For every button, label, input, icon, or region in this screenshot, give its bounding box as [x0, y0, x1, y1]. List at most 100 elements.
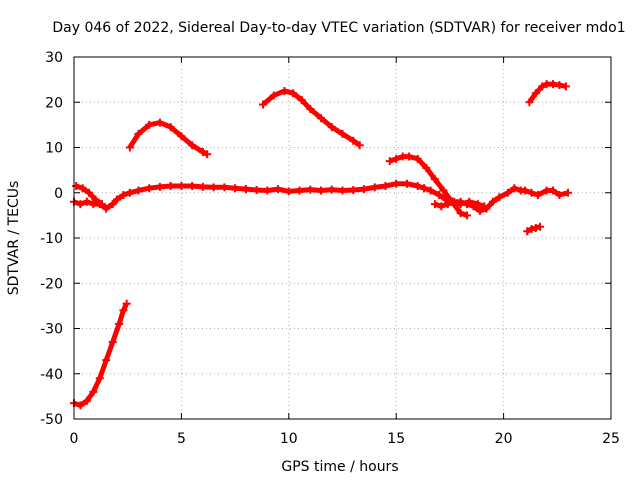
data-point: [78, 184, 87, 193]
data-point: [188, 141, 197, 150]
data-point: [317, 186, 326, 195]
data-point: [166, 181, 175, 190]
data-point: [413, 154, 422, 163]
x-tick-label: 25: [602, 431, 620, 447]
x-tick-label: 0: [70, 431, 79, 447]
data-point: [295, 186, 304, 195]
data-point: [338, 186, 347, 195]
data-point: [82, 396, 91, 405]
data-point: [274, 185, 283, 194]
y-axis-label: SDTVAR / TECUs: [6, 181, 22, 296]
data-point: [134, 129, 143, 138]
data-point: [555, 191, 564, 200]
data-point: [349, 186, 358, 195]
x-tick-label: 15: [387, 431, 405, 447]
data-point: [122, 299, 131, 308]
data-point: [439, 186, 448, 195]
data-point: [370, 183, 379, 192]
data-point: [549, 186, 558, 195]
data-point: [359, 185, 368, 194]
series-line-pass-01: [73, 302, 129, 408]
data-point: [402, 179, 411, 188]
y-tick-label: -50: [40, 412, 63, 428]
data-point: [538, 82, 547, 91]
data-point: [76, 200, 85, 209]
data-point: [89, 387, 98, 396]
data-point: [510, 184, 519, 193]
data-point: [125, 188, 134, 197]
y-tick-label: -30: [40, 322, 63, 338]
data-point: [220, 183, 229, 192]
data-point: [435, 191, 444, 200]
data-point: [420, 184, 429, 193]
data-point: [349, 136, 358, 145]
data-point: [97, 200, 106, 209]
data-point: [269, 91, 278, 100]
data-point: [198, 182, 207, 191]
axis-ticks: 0 5 10 15 20 25 -50 -40 -30 -20 -10 0 10 20 30: [40, 50, 620, 447]
data-point: [284, 187, 293, 196]
y-tick-label: -20: [40, 276, 63, 292]
data-point: [95, 374, 104, 383]
data-point: [463, 211, 472, 220]
data-point: [252, 186, 261, 195]
data-point: [188, 181, 197, 190]
data-point: [443, 200, 452, 209]
data-point: [422, 163, 431, 172]
data-point: [177, 181, 186, 190]
data-point: [527, 188, 536, 197]
data-point: [198, 148, 207, 157]
data-point: [503, 188, 512, 197]
data-point: [385, 157, 394, 166]
data-point: [166, 123, 175, 132]
data-point: [430, 200, 439, 209]
data-point: [145, 120, 154, 129]
data-point: [263, 186, 272, 195]
chart-title: Day 046 of 2022, Sidereal Day-to-day VTE…: [52, 20, 625, 36]
data-point: [463, 200, 472, 209]
data-point: [231, 184, 240, 193]
data-point: [91, 195, 100, 204]
data-point: [289, 89, 298, 98]
data-point: [134, 186, 143, 195]
data-point: [76, 401, 85, 410]
x-axis-label: GPS time / hours: [281, 459, 398, 475]
y-tick-label: 30: [45, 50, 63, 66]
data-point: [119, 191, 128, 200]
data-point: [306, 105, 315, 114]
data-point: [145, 184, 154, 193]
data-point: [482, 204, 491, 213]
data-point: [209, 183, 218, 192]
y-tick-label: 20: [45, 95, 63, 111]
x-tick-label: 20: [495, 431, 513, 447]
data-point: [456, 197, 465, 206]
data-point: [327, 185, 336, 194]
data-point: [523, 227, 532, 236]
data-point: [392, 154, 401, 163]
data-point: [392, 179, 401, 188]
data-point: [177, 132, 186, 141]
data-point: [561, 82, 570, 91]
data-point: [475, 206, 484, 215]
data-point: [426, 186, 435, 195]
data-series: [70, 80, 573, 410]
data-point: [564, 188, 573, 197]
data-point: [488, 197, 497, 206]
data-point: [531, 89, 540, 98]
data-point: [525, 98, 534, 107]
data-point: [112, 195, 121, 204]
data-point: [531, 224, 540, 233]
data-point: [241, 185, 250, 194]
data-point: [108, 338, 117, 347]
data-point: [119, 306, 128, 315]
data-point: [102, 356, 111, 365]
data-point: [381, 181, 390, 190]
y-tick-label: -10: [40, 231, 63, 247]
data-point: [495, 193, 504, 202]
data-point: [280, 86, 289, 95]
data-point: [355, 141, 364, 150]
y-tick-label: 0: [54, 186, 63, 202]
x-tick-label: 10: [280, 431, 298, 447]
